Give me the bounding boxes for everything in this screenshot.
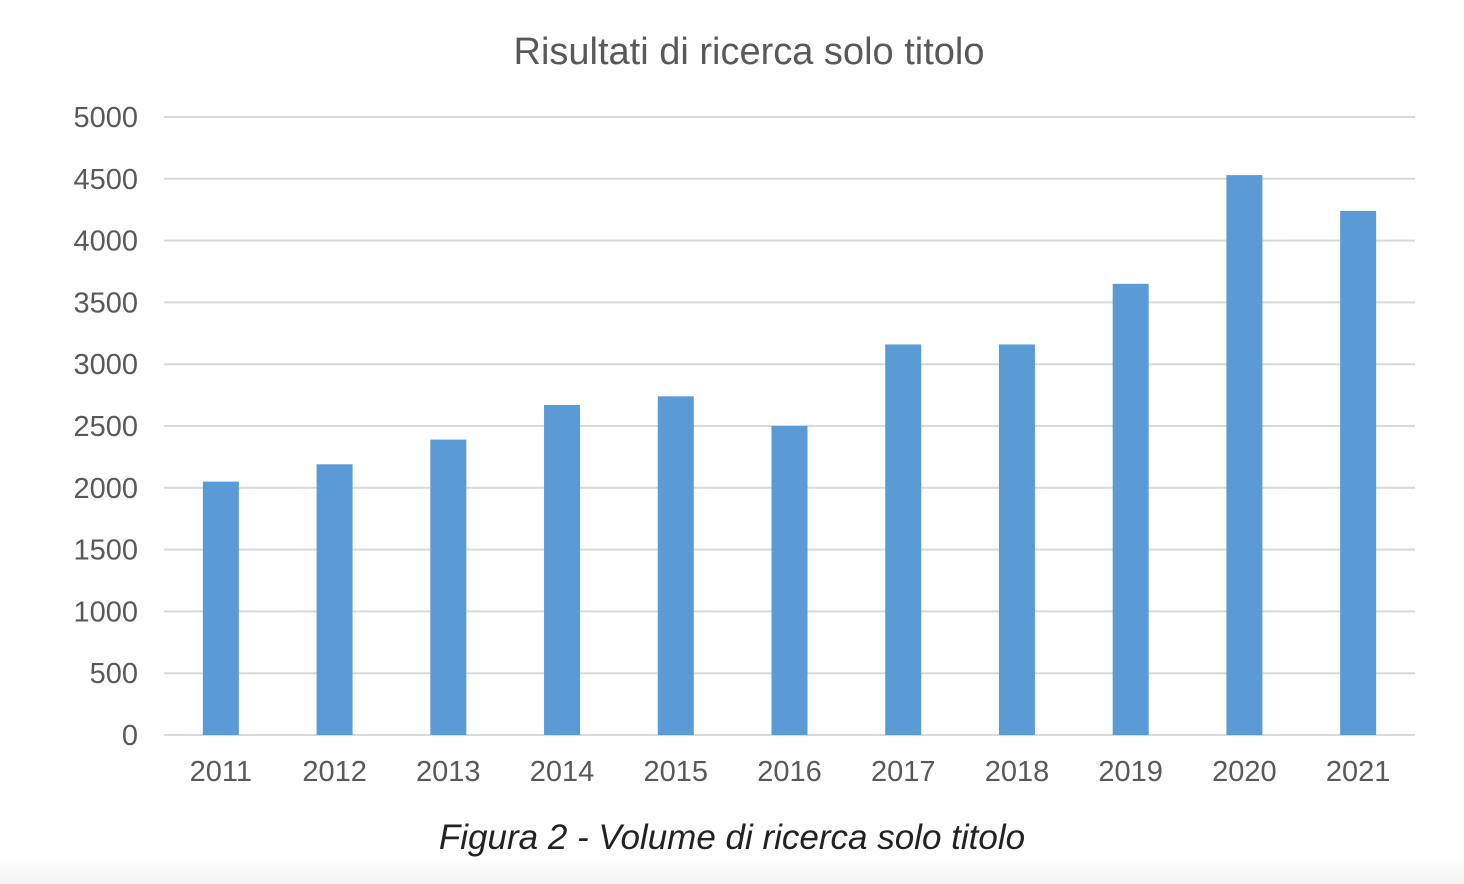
bar-2017 xyxy=(885,344,922,735)
y-tick-label: 1000 xyxy=(73,596,138,628)
y-tick-label: 500 xyxy=(90,658,138,690)
x-tick-label: 2016 xyxy=(757,756,822,788)
x-tick-label: 2020 xyxy=(1212,756,1277,788)
x-tick-label: 2019 xyxy=(1098,756,1163,788)
y-tick-label: 5000 xyxy=(73,102,138,134)
y-tick-label: 4500 xyxy=(73,164,138,196)
bar-2020 xyxy=(1226,175,1263,736)
x-tick-label: 2021 xyxy=(1326,756,1391,788)
bar-2012 xyxy=(316,464,353,735)
y-tick-label: 2000 xyxy=(73,473,138,505)
x-tick-label: 2011 xyxy=(190,756,252,788)
bar-2016 xyxy=(771,426,808,735)
y-tick-label: 2500 xyxy=(73,411,138,443)
bar-2015 xyxy=(657,396,694,735)
x-tick-label: 2018 xyxy=(985,756,1050,788)
y-tick-label: 0 xyxy=(122,720,138,752)
x-tick-label: 2015 xyxy=(644,756,709,788)
bar-2019 xyxy=(1112,283,1149,735)
y-axis-tick-labels: 0 500 1000 1500 2000 2500 3000 3500 4000 4500 5000 xyxy=(73,102,138,752)
bar-2011 xyxy=(202,481,239,735)
y-tick-label: 3000 xyxy=(73,349,138,381)
bars xyxy=(202,175,1377,736)
x-axis-tick-labels: 2011 2012 2013 2014 2015 2016 2017 2018 2019 2020… xyxy=(190,756,1391,788)
y-tick-label: 3500 xyxy=(73,287,138,319)
bar-2014 xyxy=(544,404,581,735)
bar-2018 xyxy=(998,344,1035,735)
x-tick-label: 2017 xyxy=(871,756,936,788)
chart-title: Risultati di ricerca solo titolo xyxy=(514,31,985,73)
x-tick-label: 2014 xyxy=(530,756,595,788)
figure-caption: Figura 2 - Volume di ricerca solo titolo xyxy=(438,818,1026,857)
bar-2021 xyxy=(1340,210,1377,735)
bottom-band xyxy=(0,858,1464,884)
x-tick-label: 2013 xyxy=(416,756,481,788)
y-tick-label: 1500 xyxy=(73,535,138,567)
y-tick-label: 4000 xyxy=(73,226,138,258)
x-tick-label: 2012 xyxy=(302,756,367,788)
bar-2013 xyxy=(430,439,467,735)
